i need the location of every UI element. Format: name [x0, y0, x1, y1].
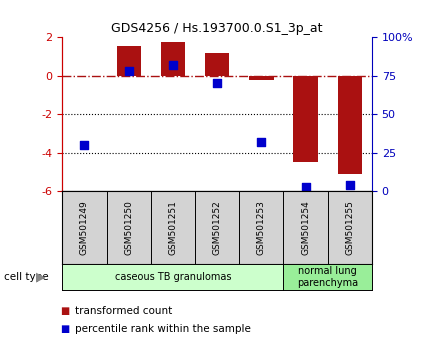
Point [125, 68, 132, 74]
Text: GSM501253: GSM501253 [257, 200, 266, 255]
Text: GSM501251: GSM501251 [169, 200, 178, 255]
Point [169, 62, 176, 68]
Bar [117, 46, 141, 76]
Text: GSM501255: GSM501255 [345, 200, 354, 255]
Text: cell type: cell type [4, 272, 49, 282]
Bar [293, 76, 318, 162]
Point [81, 142, 88, 148]
Text: GSM501252: GSM501252 [213, 200, 221, 255]
Text: transformed count: transformed count [75, 306, 172, 316]
Text: percentile rank within the sample: percentile rank within the sample [75, 324, 251, 334]
Bar [249, 76, 273, 80]
Text: caseous TB granulomas: caseous TB granulomas [115, 272, 231, 282]
Point [302, 184, 309, 189]
Point [214, 81, 221, 86]
Text: GSM501250: GSM501250 [124, 200, 133, 255]
Text: GSM501249: GSM501249 [80, 200, 89, 255]
Bar [338, 76, 362, 174]
Text: normal lung
parenchyma: normal lung parenchyma [297, 266, 358, 288]
Text: GSM501254: GSM501254 [301, 200, 310, 255]
Text: ■: ■ [60, 324, 70, 334]
Point [258, 139, 265, 145]
Text: ■: ■ [60, 306, 70, 316]
Title: GDS4256 / Hs.193700.0.S1_3p_at: GDS4256 / Hs.193700.0.S1_3p_at [111, 22, 323, 35]
Text: ▶: ▶ [36, 270, 46, 284]
Bar [205, 53, 229, 76]
Point [347, 182, 353, 188]
Bar [161, 42, 185, 76]
